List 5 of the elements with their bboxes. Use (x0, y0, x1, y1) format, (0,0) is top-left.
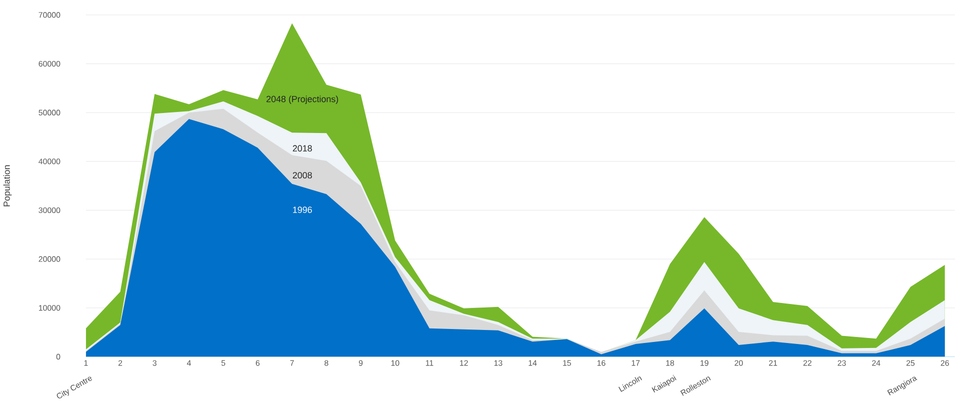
y-axis-title: Population (3, 166, 12, 206)
series-label: 1996 (293, 206, 312, 214)
series-label: 2008 (292, 172, 312, 179)
series-label: 2048 (Projections) (266, 96, 338, 104)
series-label: 2018 (292, 145, 312, 152)
